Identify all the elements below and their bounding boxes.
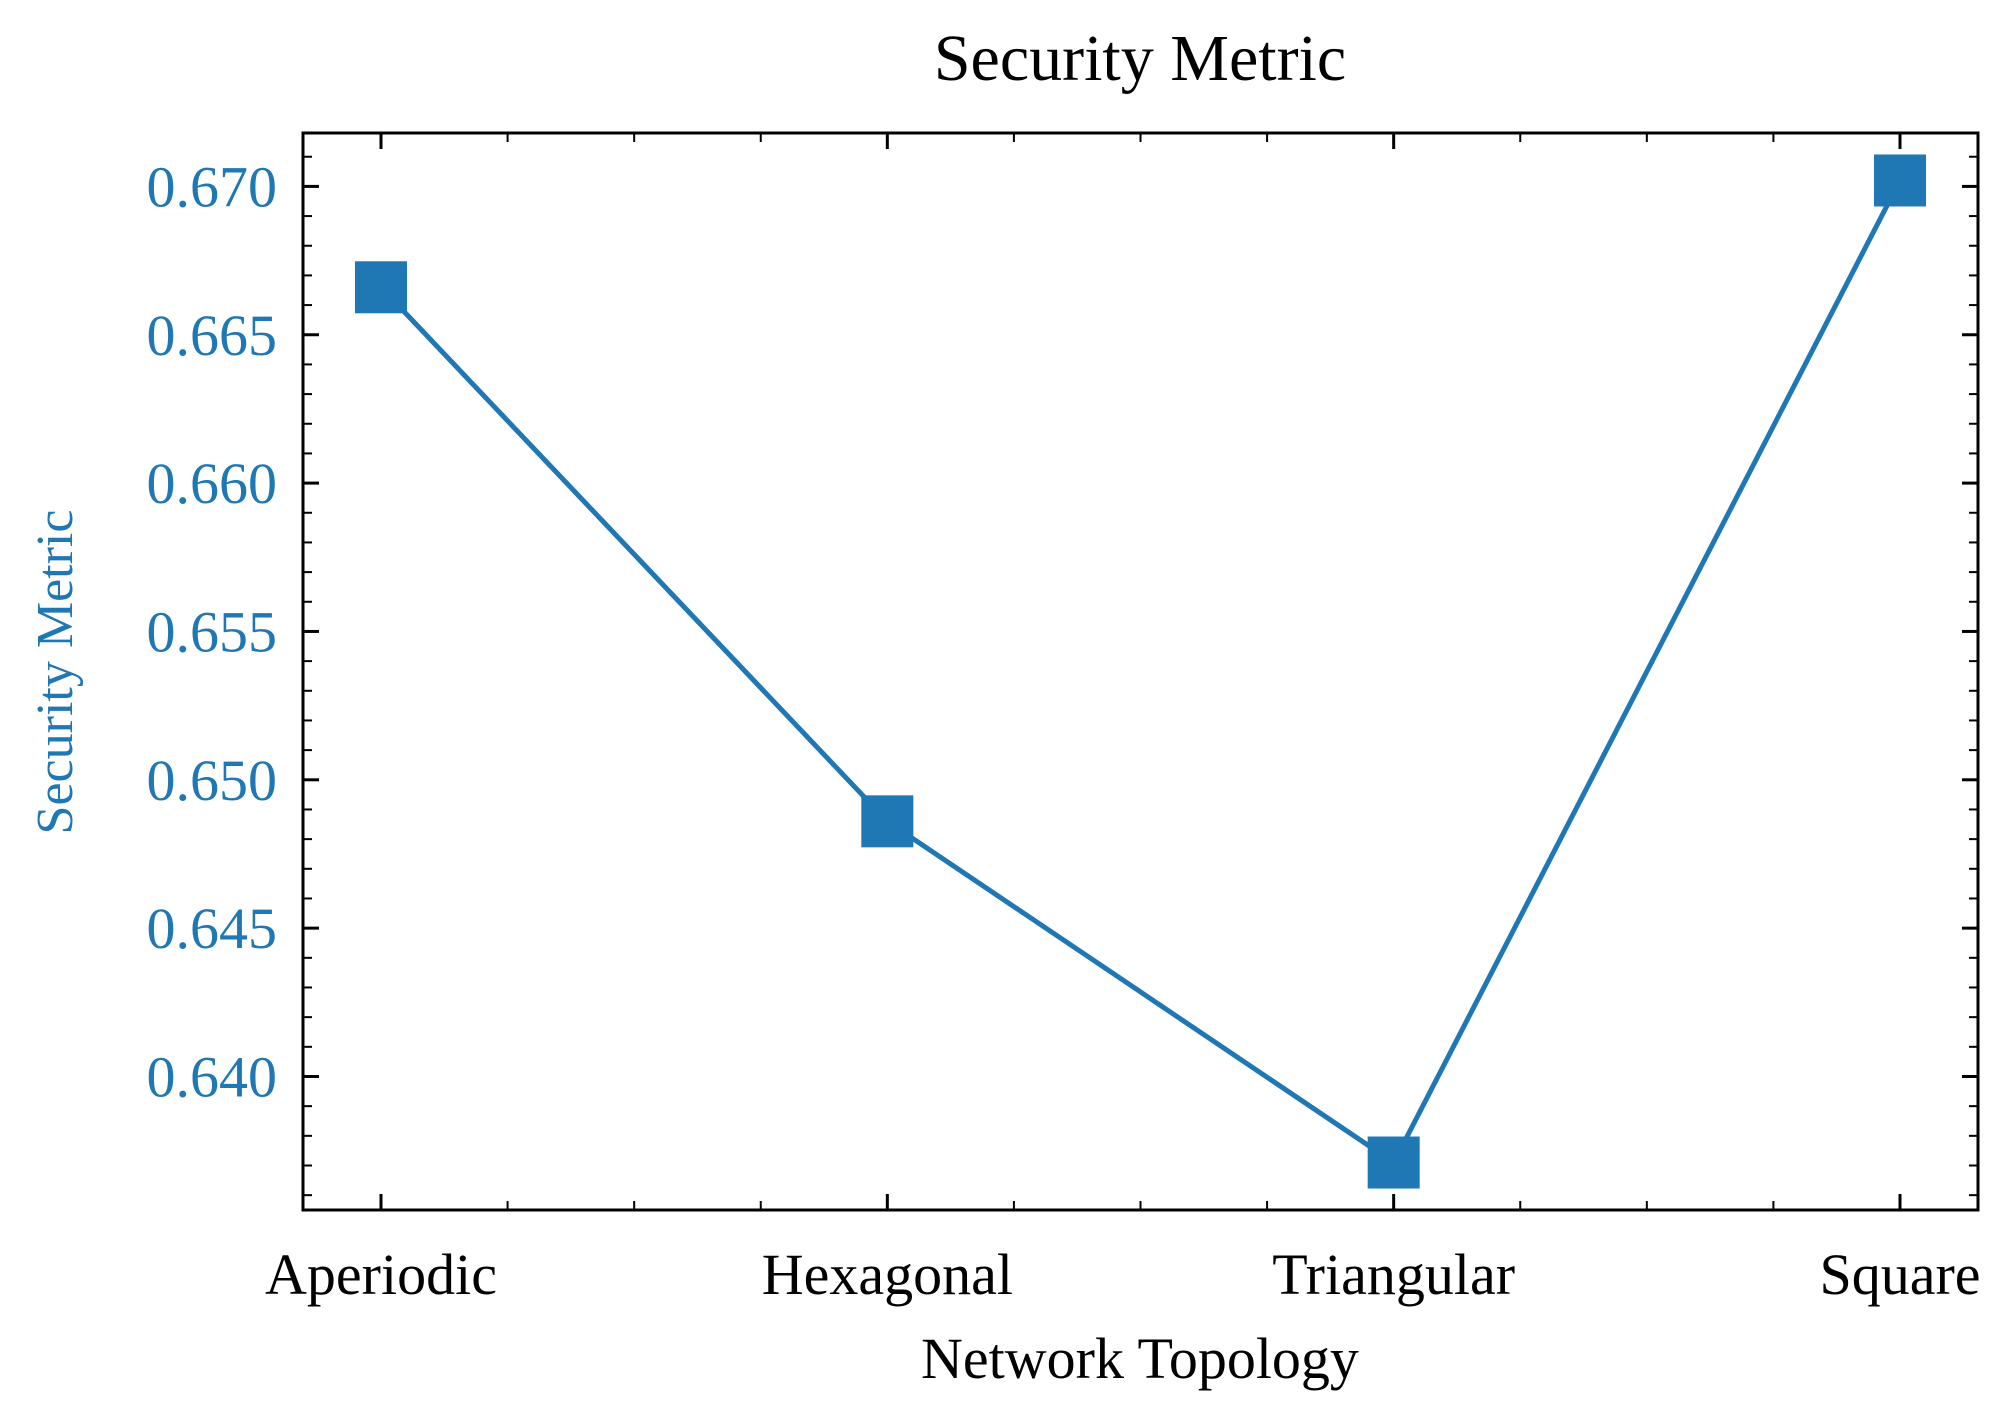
x-axis-label: Network Topology: [921, 1326, 1359, 1391]
y-tick-label: 0.670: [147, 154, 278, 219]
y-axis-label: Security Metric: [27, 510, 84, 835]
y-tick-label: 0.665: [147, 303, 278, 368]
tick-labels-layer: 0.640 0.645 0.650 0.655 0.660 0.665 0.670 Aperi…: [147, 154, 1981, 1307]
data-point-marker: [1874, 154, 1926, 207]
series-line: [379, 179, 1903, 1166]
data-point-marker: [861, 795, 914, 848]
y-tick-label: 0.655: [147, 599, 278, 664]
plot-frame: [301, 131, 1980, 1212]
series-layer: [355, 154, 1926, 1189]
x-tick-label: Square: [1819, 1242, 1980, 1307]
y-tick-label: 0.660: [147, 451, 278, 516]
y-tick-label: 0.640: [147, 1044, 278, 1109]
data-point-marker: [1367, 1136, 1420, 1189]
x-tick-label: Aperiodic: [265, 1242, 497, 1307]
data-point-marker: [355, 261, 407, 314]
y-tick-label: 0.645: [147, 896, 278, 961]
x-tick-label: Hexagonal: [762, 1242, 1013, 1307]
chart-title: Security Metric: [934, 22, 1346, 95]
x-tick-label: Triangular: [1272, 1242, 1515, 1307]
y-tick-label: 0.650: [147, 748, 278, 813]
